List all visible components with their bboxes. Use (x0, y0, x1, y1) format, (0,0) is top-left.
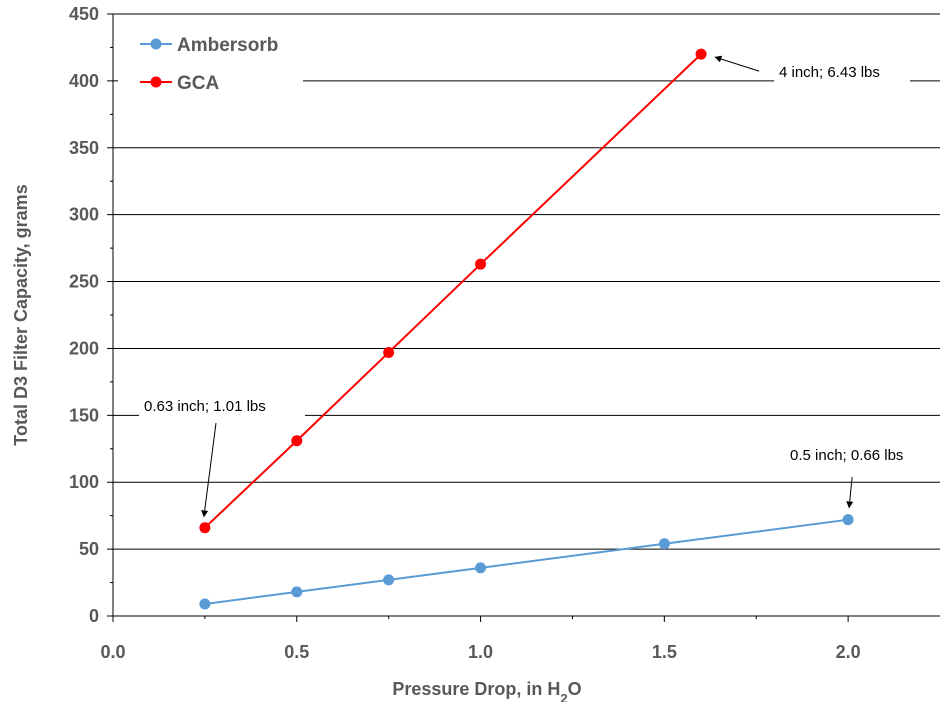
legend-swatch-marker (150, 38, 162, 50)
annotation-arrow (201, 422, 217, 518)
legend: Ambersorb GCA (118, 20, 303, 98)
x-tick-label: 1.5 (652, 642, 677, 662)
axes (107, 13, 940, 622)
y-tick-label: 200 (69, 338, 99, 358)
y-tick-label: 450 (69, 4, 99, 24)
x-axis-title-subscript: 2 (560, 691, 567, 702)
x-axis-title: Pressure Drop, in H2O (392, 679, 581, 702)
y-tick-label: 300 (69, 205, 99, 225)
y-tick-label: 400 (69, 71, 99, 91)
series-line-ambersorb (204, 518, 849, 605)
x-axis-title-end: O (568, 679, 582, 699)
annotation-0-63-inch: 0.63 inch; 1.01 lbs (144, 398, 266, 415)
x-tick-label: 0.5 (284, 642, 309, 662)
data-point-gca (475, 258, 487, 270)
annotation-arrow (846, 476, 854, 509)
data-point-ambersorb (658, 538, 670, 550)
annotation-background (139, 394, 305, 418)
y-tick-label: 0 (89, 606, 99, 626)
x-tick-label: 0.0 (100, 642, 125, 662)
legend-label: GCA (177, 73, 220, 94)
y-tick-label: 350 (69, 138, 99, 158)
x-axis-title-main: Pressure Drop, in H (392, 679, 560, 699)
x-tick-label: 1.0 (468, 642, 493, 662)
y-tick-label: 150 (69, 405, 99, 425)
y-tick-label: 250 (69, 272, 99, 292)
series-line-gca (204, 53, 702, 529)
tick-labels: 0 50 100 150 200 250 300 350 400 450 0.0 0.5 1.0 1.5 2… (69, 4, 861, 662)
data-point-ambersorb (383, 574, 395, 586)
legend-background (118, 20, 303, 98)
legend-label: Ambersorb (177, 35, 278, 56)
annotation-0-5-inch: 0.5 inch; 0.66 lbs (790, 447, 903, 464)
y-tick-label: 100 (69, 472, 99, 492)
data-point-gca (199, 522, 211, 534)
data-point-gca (383, 346, 395, 358)
annotation-background (786, 443, 934, 467)
data-point-ambersorb (475, 562, 487, 574)
data-point-gca (291, 435, 303, 447)
annotation-background (774, 60, 910, 84)
legend-swatch-marker (150, 76, 162, 88)
data-point-ambersorb (291, 586, 303, 598)
data-point-ambersorb (842, 514, 854, 526)
annotation-arrow (714, 55, 760, 72)
y-axis-title: Total D3 Filter Capacity, grams (11, 184, 31, 445)
annotation-4-inch: 4 inch; 6.43 lbs (779, 64, 880, 81)
x-tick-label: 2.0 (836, 642, 861, 662)
series-layer (199, 48, 854, 610)
data-point-gca (695, 48, 707, 60)
y-tick-label: 50 (79, 539, 99, 559)
annotations: 4 inch; 6.43 lbs 0.63 inch; 1.01 lbs 0.5 i… (139, 55, 934, 518)
data-point-ambersorb (199, 598, 211, 610)
